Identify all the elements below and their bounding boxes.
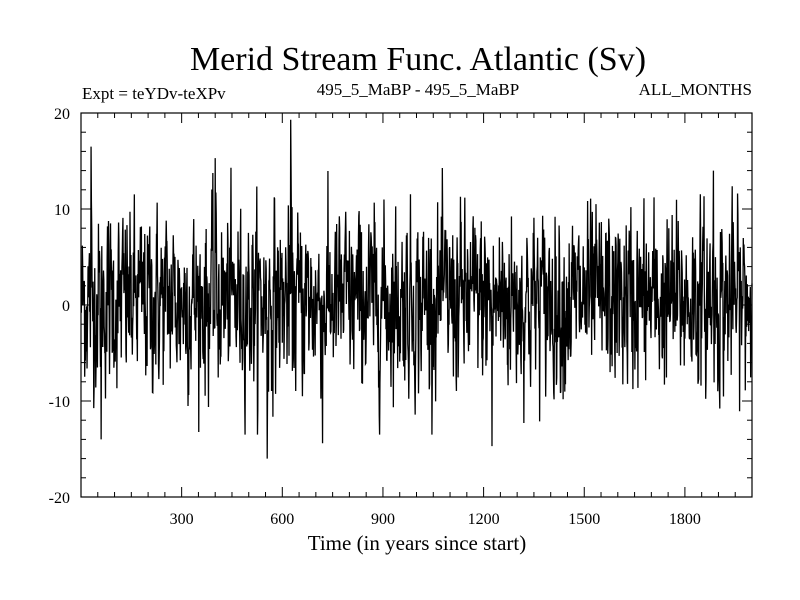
experiment-label: Expt = teYDv-teXPv: [82, 84, 226, 103]
period-label: 495_5_MaBP - 495_5_MaBP: [317, 80, 519, 99]
y-tick-label: 10: [54, 202, 70, 219]
x-tick-label: 1500: [568, 511, 600, 528]
series-line: [80, 119, 753, 459]
y-tick-label: -20: [49, 490, 70, 507]
months-label: ALL_MONTHS: [639, 80, 752, 99]
x-tick-label: 300: [170, 511, 194, 528]
ticks-layer: 300 600 900 1200 1500 1800 20 10 0 -10 -20: [49, 106, 752, 528]
y-tick-label: 0: [62, 298, 70, 315]
y-tick-label: 20: [54, 106, 70, 123]
x-tick-label: 600: [270, 511, 294, 528]
y-tick-label: -10: [49, 394, 70, 411]
series-layer: [80, 119, 753, 459]
x-axis-label: Time (in years since start): [308, 531, 527, 555]
x-tick-label: 1200: [468, 511, 500, 528]
chart-title: Merid Stream Func. Atlantic (Sv): [190, 41, 646, 78]
x-tick-label: 1800: [669, 511, 701, 528]
x-tick-label: 900: [371, 511, 395, 528]
plot-frame: [80, 112, 753, 498]
